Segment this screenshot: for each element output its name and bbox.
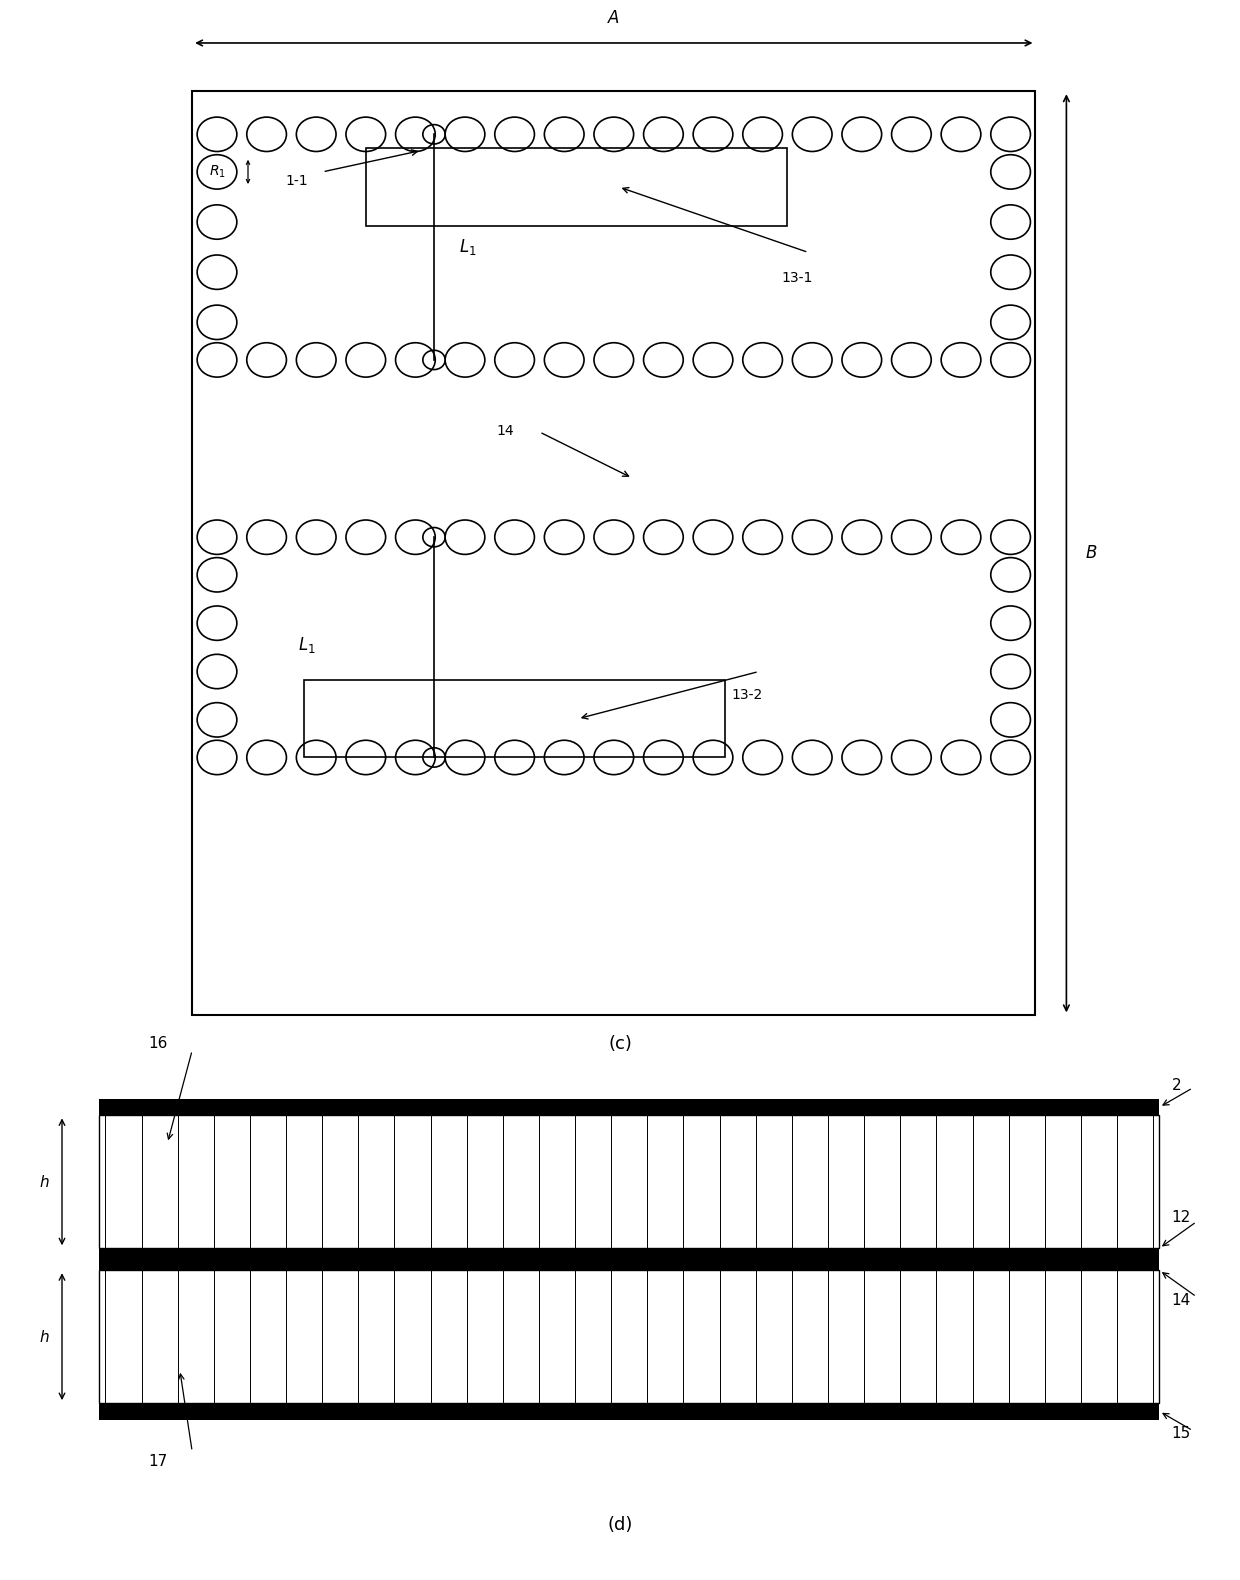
Text: (c): (c) [608,1035,632,1052]
Text: $L_1$: $L_1$ [298,635,315,654]
Bar [99,1100,1159,1115]
Text: $h$: $h$ [38,1174,50,1190]
Text: (d): (d) [608,1515,632,1534]
Text: 14: 14 [1172,1294,1192,1308]
Bar [99,1270,1159,1403]
Text: 2: 2 [1172,1078,1182,1092]
Text: 12: 12 [1172,1210,1192,1224]
Text: 1-1: 1-1 [285,174,308,188]
Text: 13-2: 13-2 [732,687,763,702]
Bar [99,1115,1159,1248]
Text: $h$: $h$ [38,1329,50,1345]
Text: 14: 14 [496,425,513,438]
Bar [192,92,1035,1016]
Bar [304,679,725,757]
Text: 17: 17 [149,1454,169,1468]
Bar [99,1248,1159,1270]
Text: 16: 16 [149,1036,169,1051]
Text: $R_1$: $R_1$ [208,164,226,180]
Text: $B$: $B$ [1085,545,1097,562]
Bar [366,149,787,226]
Text: 15: 15 [1172,1427,1192,1441]
Text: $A$: $A$ [608,9,620,27]
Bar [99,1403,1159,1419]
Text: $L_1$: $L_1$ [459,237,476,258]
Text: 13-1: 13-1 [781,270,812,284]
